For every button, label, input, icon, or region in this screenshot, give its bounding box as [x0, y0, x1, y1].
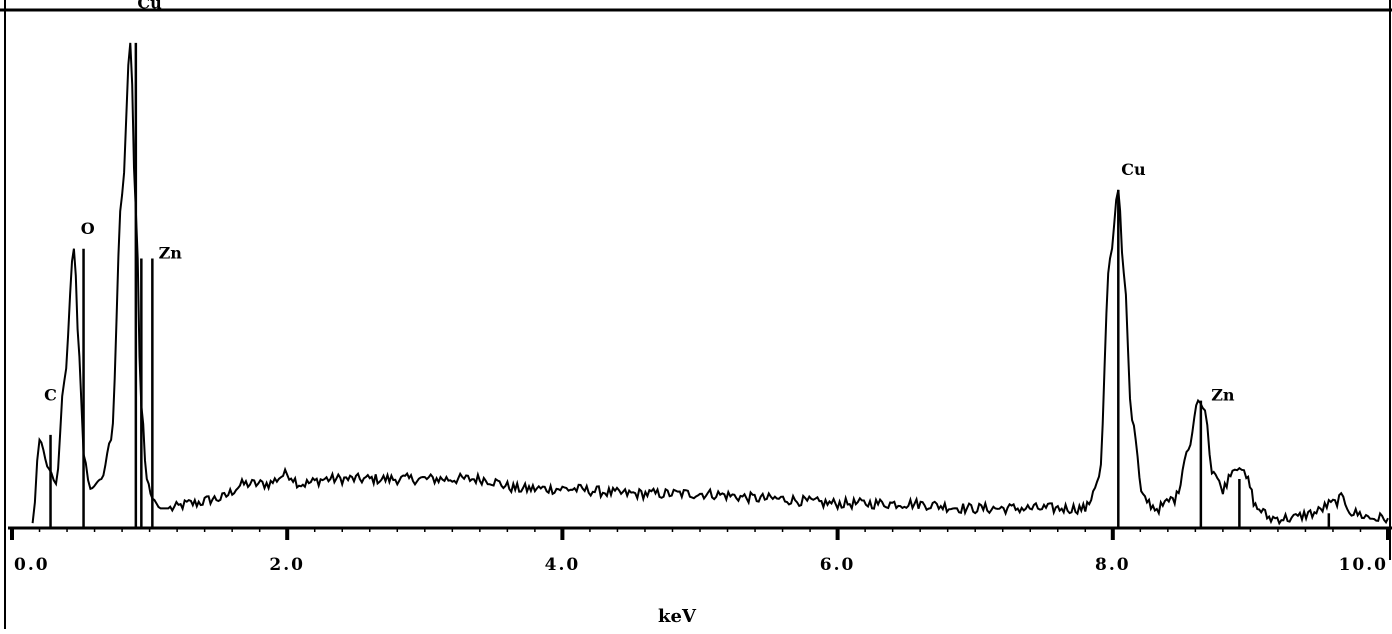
- x-tick-label: 8.0: [1095, 555, 1131, 575]
- peak-label-cu: Cu: [1121, 160, 1146, 179]
- x-tick-label: 10.0: [1339, 555, 1388, 575]
- peak-label-zn: Zn: [1211, 386, 1235, 405]
- x-axis: 0.0 2.0 4.0 6.0 8.0 10.0: [8, 526, 1392, 575]
- x-tick-label: 6.0: [820, 555, 856, 575]
- spectrum-line: [31, 42, 1389, 526]
- x-axis-title: keV: [658, 606, 697, 627]
- peak-labels: C O Cu Zn Cu Zn: [44, 0, 1235, 405]
- peak-marker-lines: [49, 42, 1331, 528]
- peak-label-c: C: [44, 386, 57, 405]
- peak-label-cu: Cu: [137, 0, 162, 13]
- peak-label-o: O: [81, 219, 95, 238]
- x-tick-label: 4.0: [545, 555, 581, 575]
- spectrum-series: [31, 42, 1389, 526]
- x-tick-label: 0.0: [14, 555, 50, 575]
- x-tick-label: 2.0: [269, 555, 305, 575]
- peak-label-zn: Zn: [159, 244, 183, 263]
